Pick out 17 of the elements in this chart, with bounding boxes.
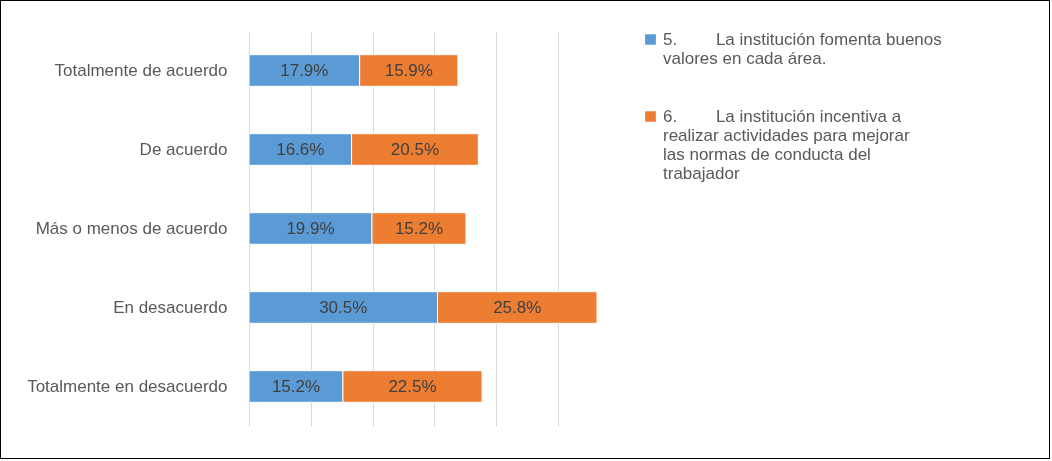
data-label: 17.9% <box>280 60 329 80</box>
data-label: 15.9% <box>384 60 433 80</box>
data-label: 15.2% <box>394 218 444 238</box>
data-label: 15.2% <box>271 376 321 396</box>
y-tick-label: Totalmente en desacuerdo <box>27 376 228 396</box>
y-tick-label: De acuerdo <box>139 139 228 159</box>
y-tick-label: Totalmente de acuerdo <box>54 60 228 80</box>
data-label: 30.5% <box>319 297 368 317</box>
legend-label: 6. La institución incentiva a realizar actividades para mejorar las normas de conducta del trabajador <box>663 106 910 183</box>
data-label: 20.5% <box>390 139 440 159</box>
data-label: 19.9% <box>286 218 335 238</box>
data-label: 16.6% <box>276 139 325 159</box>
data-label: 22.5% <box>388 376 437 396</box>
y-tick-label: Más o menos de acuerdo <box>35 218 228 238</box>
data-label: 25.8% <box>493 297 542 317</box>
y-tick-label: En desacuerdo <box>113 297 228 317</box>
legend-label: 5. La institución fomenta buenos valores en cada área. <box>663 29 942 68</box>
